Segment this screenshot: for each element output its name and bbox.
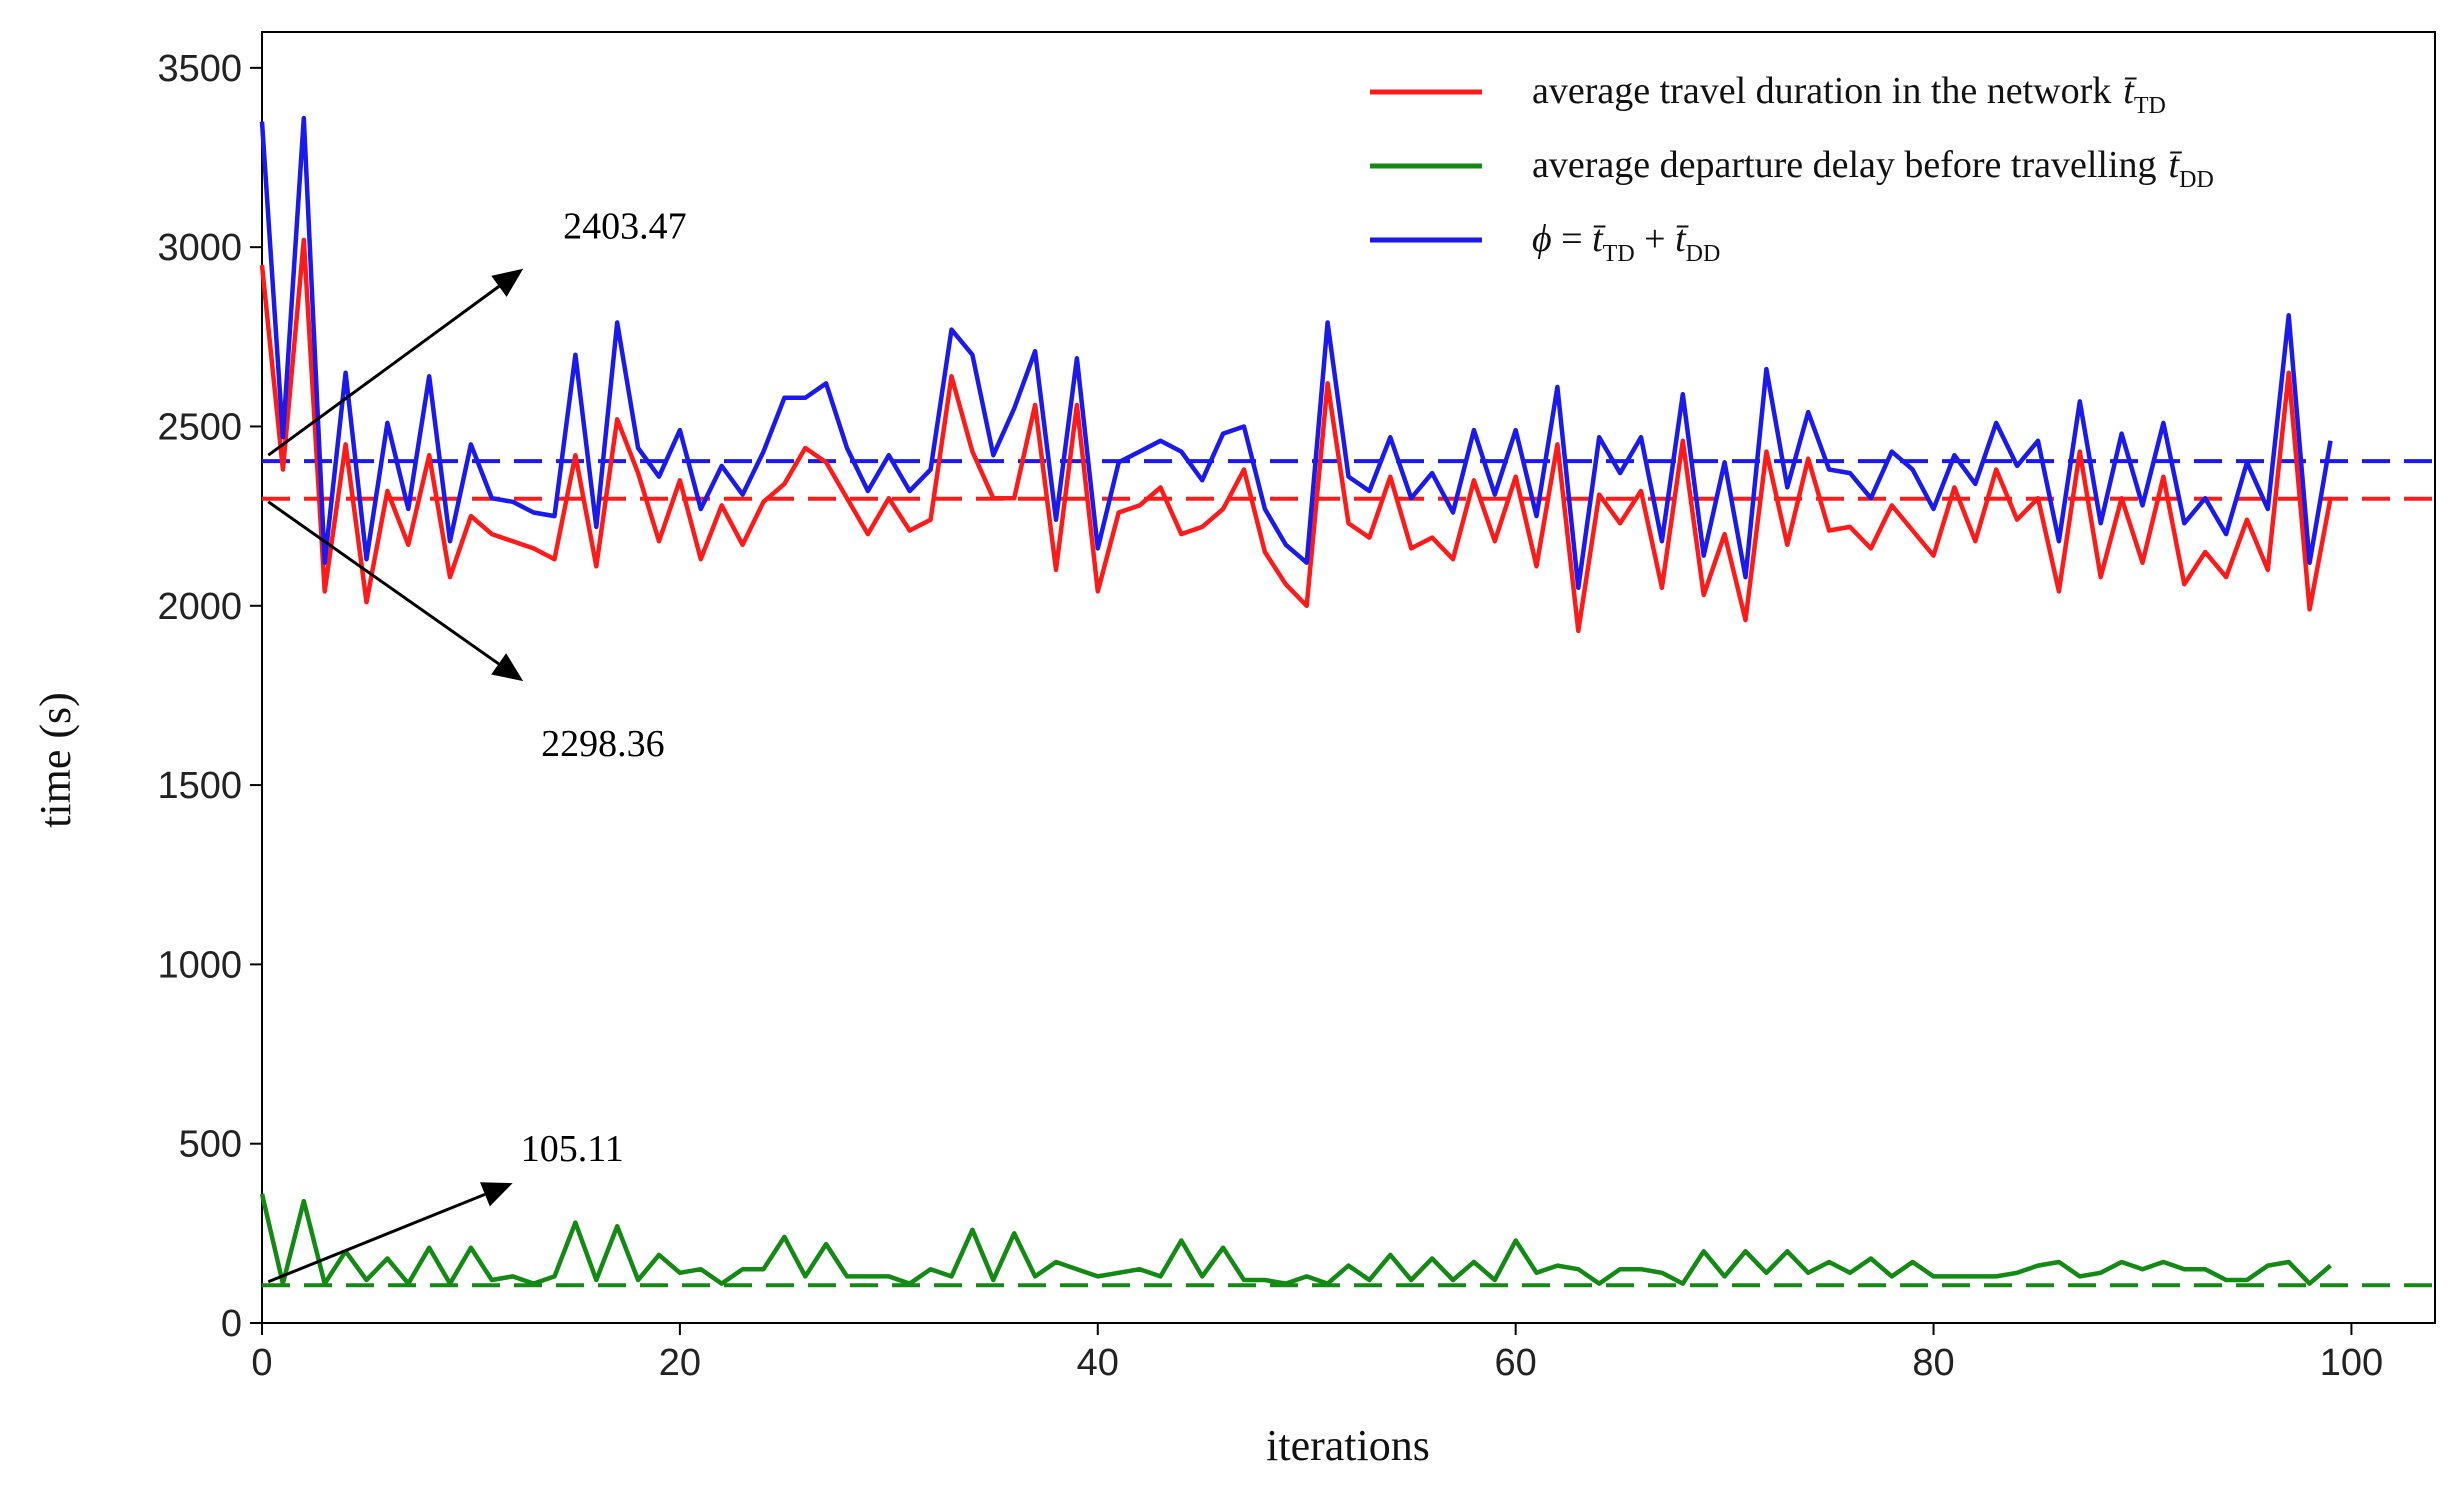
legend-label-travel-duration: average travel duration in the network t̄… <box>1532 70 2166 119</box>
annotation-label-dd-mean: 105.11 <box>521 1128 624 1170</box>
series-line-departure-delay <box>259 1193 2332 1286</box>
annotation-label-td-mean: 2298.36 <box>541 723 665 765</box>
series-line-travel-duration <box>259 237 2333 634</box>
x-axis-title: iterations <box>1266 1421 1430 1470</box>
y-tick-label: 3500 <box>157 48 242 90</box>
y-axis-title: time (s) <box>31 692 80 828</box>
annotation-arrow-td-mean <box>267 500 500 666</box>
x-tick-label: 40 <box>1077 1342 1119 1384</box>
annotation-label-phi-mean: 2403.47 <box>563 206 687 248</box>
x-tick-label: 100 <box>2320 1342 2383 1384</box>
x-tick-label: 20 <box>659 1342 701 1384</box>
y-axis: 0 500 1000 1500 2000 2500 3000 3500 <box>157 48 262 1345</box>
series-line-phi <box>259 115 2333 591</box>
y-tick-label: 0 <box>221 1303 242 1345</box>
legend: average travel duration in the network t̄… <box>1370 70 2214 267</box>
annotation-arrow-phi-mean <box>267 285 500 457</box>
annotation-arrowhead-phi-mean <box>491 268 524 297</box>
y-tick-label: 3000 <box>157 227 242 269</box>
annotation-arrow-dd-mean <box>267 1192 486 1284</box>
annotations: 2403.47 2298.36 105.11 <box>267 206 687 1284</box>
x-axis: 0 20 40 60 80 100 <box>251 1323 2383 1384</box>
x-tick-label: 60 <box>1495 1342 1537 1384</box>
y-tick-label: 1000 <box>157 944 242 986</box>
annotation-arrowhead-dd-mean <box>480 1182 513 1207</box>
y-tick-label: 2500 <box>157 406 242 448</box>
annotation-arrowhead-td-mean <box>491 653 524 682</box>
x-tick-label: 80 <box>1912 1342 1954 1384</box>
legend-label-departure-delay: average departure delay before travellin… <box>1532 144 2214 193</box>
plot-area <box>261 31 2436 1324</box>
x-tick-label: 0 <box>251 1342 272 1384</box>
series-lines <box>259 115 2333 1286</box>
y-tick-label: 2000 <box>157 586 242 628</box>
y-tick-label: 1500 <box>157 765 242 807</box>
y-tick-label: 500 <box>179 1124 242 1166</box>
